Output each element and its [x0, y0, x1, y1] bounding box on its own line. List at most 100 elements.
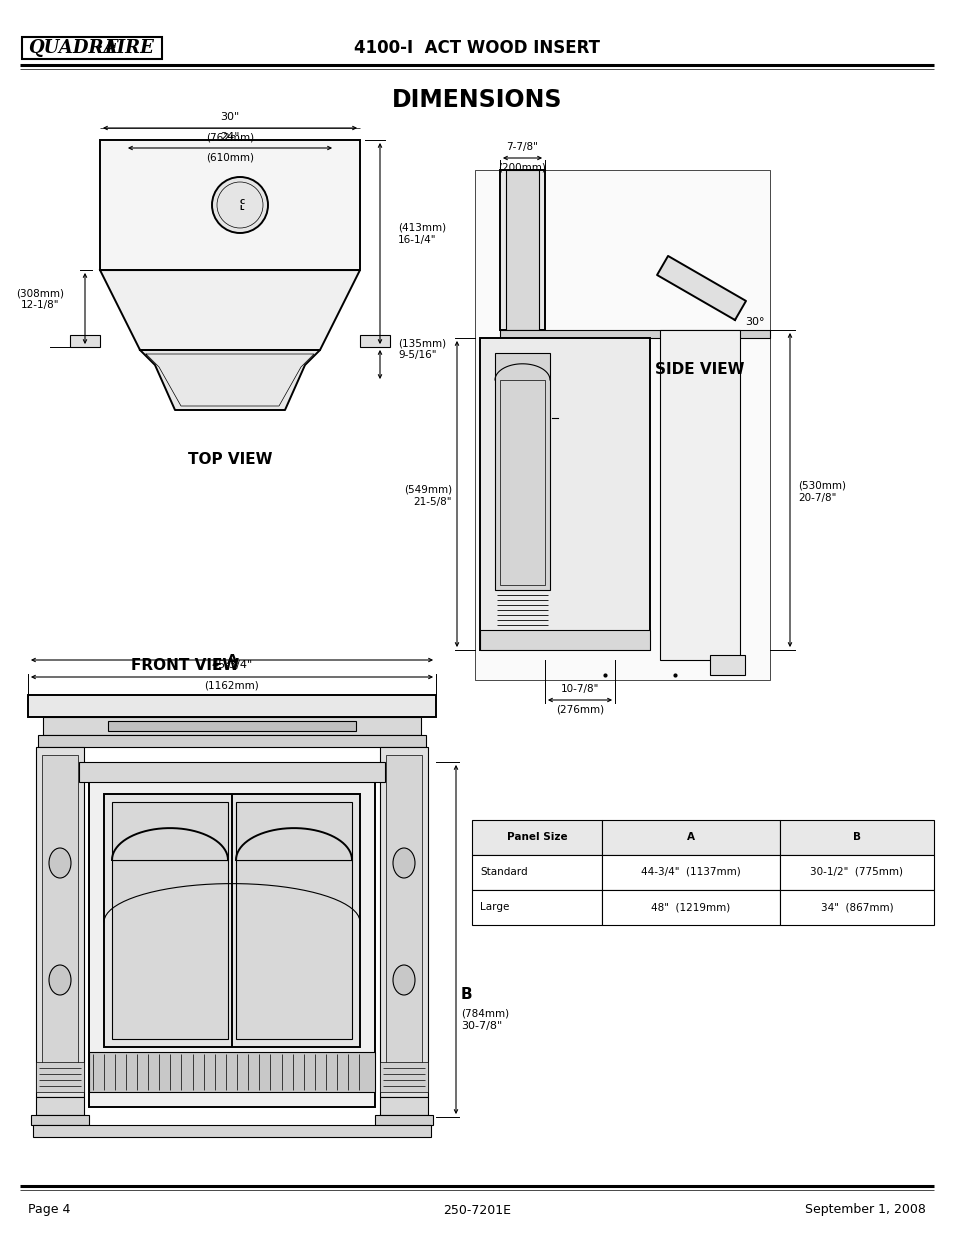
Text: 30-1/2"  (775mm): 30-1/2" (775mm) — [810, 867, 902, 877]
Bar — [112, 802, 228, 860]
Bar — [472, 855, 601, 890]
Text: B: B — [460, 987, 472, 1002]
Text: 24": 24" — [220, 132, 239, 142]
Text: (784mm): (784mm) — [460, 1009, 509, 1019]
Text: Panel Size: Panel Size — [506, 832, 567, 842]
Text: DIMENSIONS: DIMENSIONS — [392, 88, 561, 112]
Text: (200mm): (200mm) — [498, 163, 546, 173]
Text: (762mm): (762mm) — [206, 133, 253, 143]
Text: 12-1/8": 12-1/8" — [21, 300, 59, 310]
Bar — [499, 170, 544, 330]
Text: TOP VIEW: TOP VIEW — [188, 452, 272, 468]
Bar — [601, 855, 780, 890]
Bar — [28, 695, 436, 718]
Ellipse shape — [393, 848, 415, 878]
Bar — [495, 353, 550, 590]
Text: Large: Large — [479, 902, 509, 911]
Bar — [601, 820, 780, 855]
Bar — [359, 335, 390, 347]
Text: 34"  (867mm): 34" (867mm) — [820, 902, 892, 911]
Bar — [472, 820, 601, 855]
Ellipse shape — [393, 965, 415, 995]
Bar — [709, 655, 744, 676]
Bar — [379, 1097, 428, 1115]
Text: C
L: C L — [239, 199, 244, 211]
Bar — [379, 747, 428, 1097]
Bar — [780, 855, 933, 890]
Bar — [22, 37, 162, 59]
Bar — [780, 820, 933, 855]
Bar — [235, 802, 352, 860]
Bar — [472, 890, 601, 925]
Polygon shape — [100, 270, 359, 350]
Text: B: B — [852, 832, 861, 842]
Bar — [43, 718, 420, 735]
Bar — [104, 794, 359, 1047]
Text: (1162mm): (1162mm) — [204, 680, 259, 692]
Text: (276mm): (276mm) — [556, 705, 603, 715]
Bar — [70, 335, 100, 347]
Bar — [42, 755, 78, 1089]
Bar — [235, 860, 352, 1039]
Bar — [505, 170, 538, 330]
Text: FIRE: FIRE — [104, 40, 153, 57]
Bar — [475, 170, 769, 680]
Ellipse shape — [49, 965, 71, 995]
Text: FRONT VIEW: FRONT VIEW — [131, 657, 239, 673]
Text: 48"  (1219mm): 48" (1219mm) — [651, 902, 730, 911]
Text: (610mm): (610mm) — [206, 153, 253, 163]
Bar — [108, 721, 355, 731]
Bar — [479, 630, 649, 650]
Polygon shape — [140, 350, 319, 410]
Text: 45-3/4": 45-3/4" — [212, 659, 253, 671]
Text: 30": 30" — [220, 112, 239, 122]
Polygon shape — [657, 256, 745, 320]
Text: 30-7/8": 30-7/8" — [460, 1021, 501, 1031]
Bar — [479, 338, 649, 650]
Text: 9-5/16": 9-5/16" — [397, 350, 436, 359]
Text: (135mm): (135mm) — [397, 338, 446, 348]
Bar — [89, 1052, 375, 1092]
Bar — [659, 330, 740, 659]
Text: QUADRA: QUADRA — [28, 40, 117, 57]
Text: Page 4: Page 4 — [28, 1203, 71, 1216]
Bar — [36, 747, 84, 1097]
Text: 4100-I  ACT WOOD INSERT: 4100-I ACT WOOD INSERT — [354, 40, 599, 57]
Ellipse shape — [49, 848, 71, 878]
Bar — [30, 1115, 89, 1125]
Bar — [499, 380, 544, 585]
Bar — [499, 330, 769, 338]
Bar — [112, 860, 228, 1039]
Text: (549mm): (549mm) — [403, 485, 452, 495]
Bar — [100, 140, 359, 270]
Bar — [379, 1062, 428, 1092]
Bar — [601, 890, 780, 925]
Bar — [36, 1062, 84, 1092]
Bar — [780, 890, 933, 925]
Bar — [386, 755, 421, 1089]
Bar — [375, 1115, 433, 1125]
Bar — [79, 762, 385, 782]
Text: 250-7201E: 250-7201E — [442, 1203, 511, 1216]
Text: SIDE VIEW: SIDE VIEW — [655, 363, 744, 378]
Bar — [89, 782, 375, 1107]
Text: 10-7/8": 10-7/8" — [560, 684, 598, 694]
Bar — [38, 735, 426, 747]
Bar — [36, 1097, 84, 1115]
Text: 44-3/4"  (1137mm): 44-3/4" (1137mm) — [640, 867, 740, 877]
Text: 20-7/8": 20-7/8" — [797, 493, 836, 503]
Text: September 1, 2008: September 1, 2008 — [804, 1203, 925, 1216]
Text: (530mm): (530mm) — [797, 480, 845, 492]
Text: ·: · — [97, 40, 103, 57]
Text: A: A — [686, 832, 695, 842]
Text: Standard: Standard — [479, 867, 527, 877]
Text: 30°: 30° — [744, 317, 763, 327]
Bar — [33, 1125, 431, 1137]
Circle shape — [212, 177, 268, 233]
Text: 16-1/4": 16-1/4" — [397, 235, 436, 245]
Text: (413mm): (413mm) — [397, 224, 446, 233]
Text: 7-7/8": 7-7/8" — [506, 142, 537, 152]
Text: 21-5/8": 21-5/8" — [413, 496, 452, 508]
Text: A: A — [227, 653, 237, 667]
Text: (308mm): (308mm) — [16, 288, 64, 298]
